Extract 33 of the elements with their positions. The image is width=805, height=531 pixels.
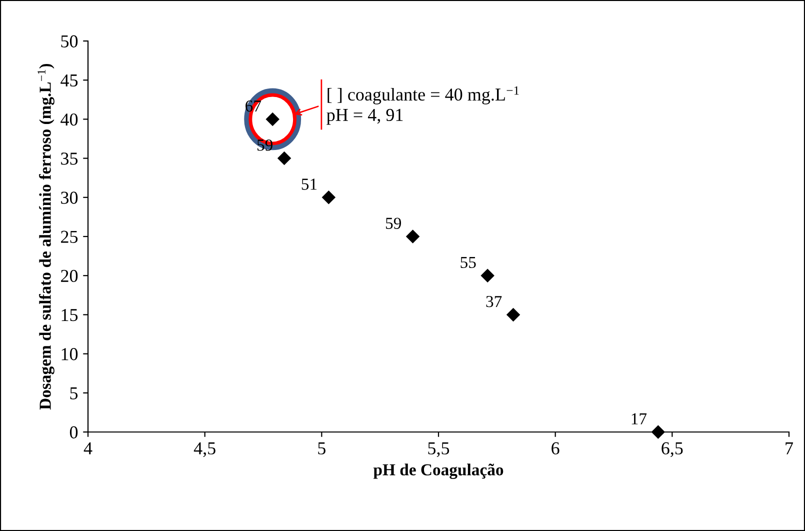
annotation: 37 (486, 296, 502, 308)
y-axis-title: Dosagem de sulfato de alumínio ferroso (mg.L$^{−1}$) (38, 64, 54, 410)
point (652, 425, 665, 439)
x-tick-label: 5,5 (428, 442, 450, 458)
x-tick-label: 5 (318, 442, 326, 454)
y-tick-label: 10 (62, 348, 78, 360)
y-tick-label: 15 (62, 309, 78, 322)
point (322, 190, 336, 204)
text: [ ] coagulante = 40 mg.L$^{−1}$ pH = 4, 91 (326, 86, 519, 125)
annotation: 17 (632, 413, 647, 424)
point (480, 269, 494, 282)
y-tick-label: 50 (61, 35, 78, 48)
x-axis-title: pH de Coagulação (373, 464, 504, 479)
x-tick-label: 4 (84, 442, 92, 454)
point (506, 308, 520, 322)
annotation: 51 (302, 178, 317, 190)
x-tick-label: 4,5 (194, 442, 216, 458)
y-tick-label: 40 (60, 113, 78, 126)
y-tick-label: 30 (61, 192, 78, 204)
annotation: 67 (246, 100, 262, 112)
annotation: 55 (460, 256, 476, 268)
y-tick-label: 20 (61, 270, 78, 282)
x-tick-label: 6,5 (662, 442, 683, 458)
y-tick-label: 0 (70, 426, 78, 438)
x-tick-label: 7 (786, 442, 793, 454)
point (406, 230, 420, 244)
point (278, 152, 291, 165)
annotation: 59 (386, 218, 402, 229)
x-tick-label: 6 (552, 442, 560, 454)
y-tick-label: 35 (61, 152, 78, 165)
y-tick-label: 5 (70, 387, 78, 400)
y-tick-label: 45 (60, 74, 78, 87)
y-tick-label: 25 (61, 230, 78, 243)
